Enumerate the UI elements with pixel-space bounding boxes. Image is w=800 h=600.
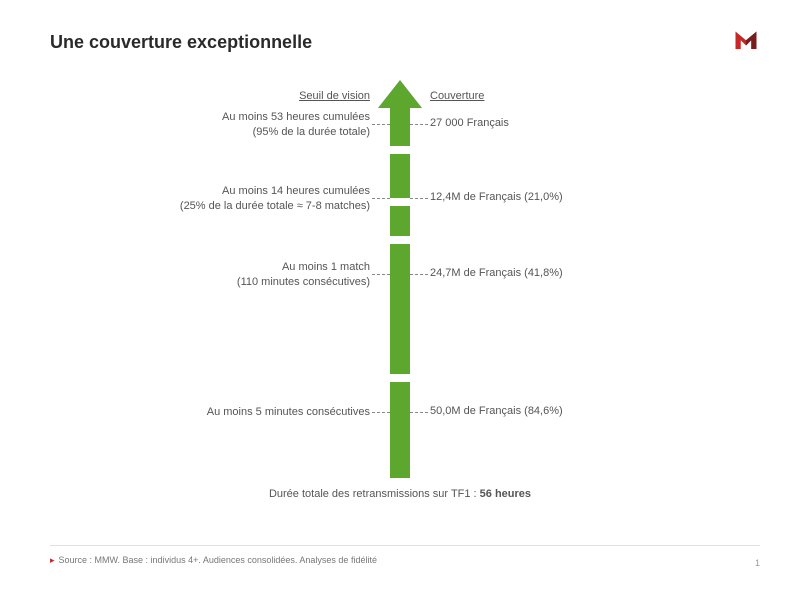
coverage-value: 50,0M de Français (84,6%) <box>430 405 730 417</box>
arrow-segment <box>390 154 410 198</box>
brand-logo <box>732 28 760 56</box>
page-title: Une couverture exceptionnelle <box>50 32 312 53</box>
arrow-segment <box>390 382 410 478</box>
chevron-right-icon: ▸ <box>50 555 55 565</box>
arrow-segment <box>390 206 410 236</box>
coverage-value: 12,4M de Français (21,0%) <box>430 191 730 203</box>
connector-dash <box>410 198 428 199</box>
caption-bold: 56 heures <box>480 488 531 500</box>
arrow-segment <box>390 108 410 146</box>
threshold-label: Au moins 53 heures cumulées(95% de la du… <box>70 110 370 140</box>
connector-dash <box>372 274 390 275</box>
connector-dash <box>410 124 428 125</box>
source-footnote: ▸ Source : MMW. Base : individus 4+. Audi… <box>50 555 377 566</box>
connector-dash <box>372 198 390 199</box>
arrow-segment <box>390 244 410 374</box>
coverage-value: 24,7M de Français (41,8%) <box>430 267 730 279</box>
connector-dash <box>372 412 390 413</box>
connector-dash <box>410 412 428 413</box>
threshold-label: Au moins 1 match(110 minutes consécutive… <box>70 260 370 290</box>
column-header-right: Couverture <box>430 90 484 102</box>
footnote-text: Source : MMW. Base : individus 4+. Audie… <box>59 555 377 565</box>
threshold-label: Au moins 5 minutes consécutives <box>70 405 370 420</box>
arrow-chart <box>390 80 410 480</box>
column-header-left: Seuil de vision <box>299 90 370 102</box>
connector-dash <box>410 274 428 275</box>
chart-caption: Durée totale des retransmissions sur TF1… <box>0 488 800 500</box>
coverage-value: 27 000 Français <box>430 117 730 129</box>
footer-divider <box>50 545 760 546</box>
page-number: 1 <box>755 558 760 568</box>
caption-prefix: Durée totale des retransmissions sur TF1… <box>269 488 480 500</box>
arrow-head-icon <box>378 80 422 108</box>
threshold-label: Au moins 14 heures cumulées(25% de la du… <box>70 184 370 214</box>
connector-dash <box>372 124 390 125</box>
